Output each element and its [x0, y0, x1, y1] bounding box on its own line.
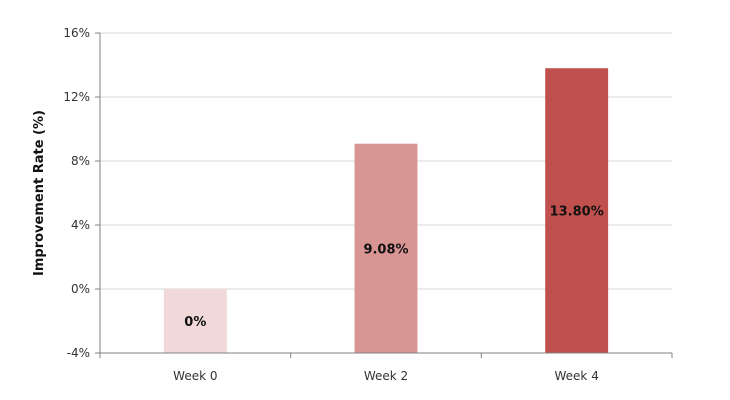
data-label: 9.08% [363, 242, 408, 257]
x-tick-labels: Week 0 Week 2 Week 4 [173, 369, 599, 383]
x-tick-label: Week 2 [364, 369, 408, 383]
axes [95, 32, 673, 358]
data-label: 13.80% [550, 205, 604, 220]
y-tick-label: 0% [71, 282, 90, 296]
data-label: 0% [184, 315, 206, 330]
y-tick-labels: -4% 0% 4% 8% 12% 16% [63, 26, 90, 360]
bar [354, 143, 418, 353]
x-tick-label: Week 4 [555, 369, 599, 383]
y-tick-label: 8% [71, 154, 90, 168]
y-tick-label: 16% [63, 26, 90, 40]
data-labels: 0% 9.08% 13.80% [184, 205, 603, 330]
y-tick-label: -4% [67, 346, 90, 360]
x-tick-label: Week 0 [173, 369, 217, 383]
y-tick-label: 4% [71, 218, 90, 232]
bar [163, 289, 227, 353]
bars [163, 68, 609, 353]
y-axis-title: Improvement Rate (%) [32, 110, 47, 276]
bar [545, 68, 609, 353]
y-tick-label: 12% [63, 90, 90, 104]
